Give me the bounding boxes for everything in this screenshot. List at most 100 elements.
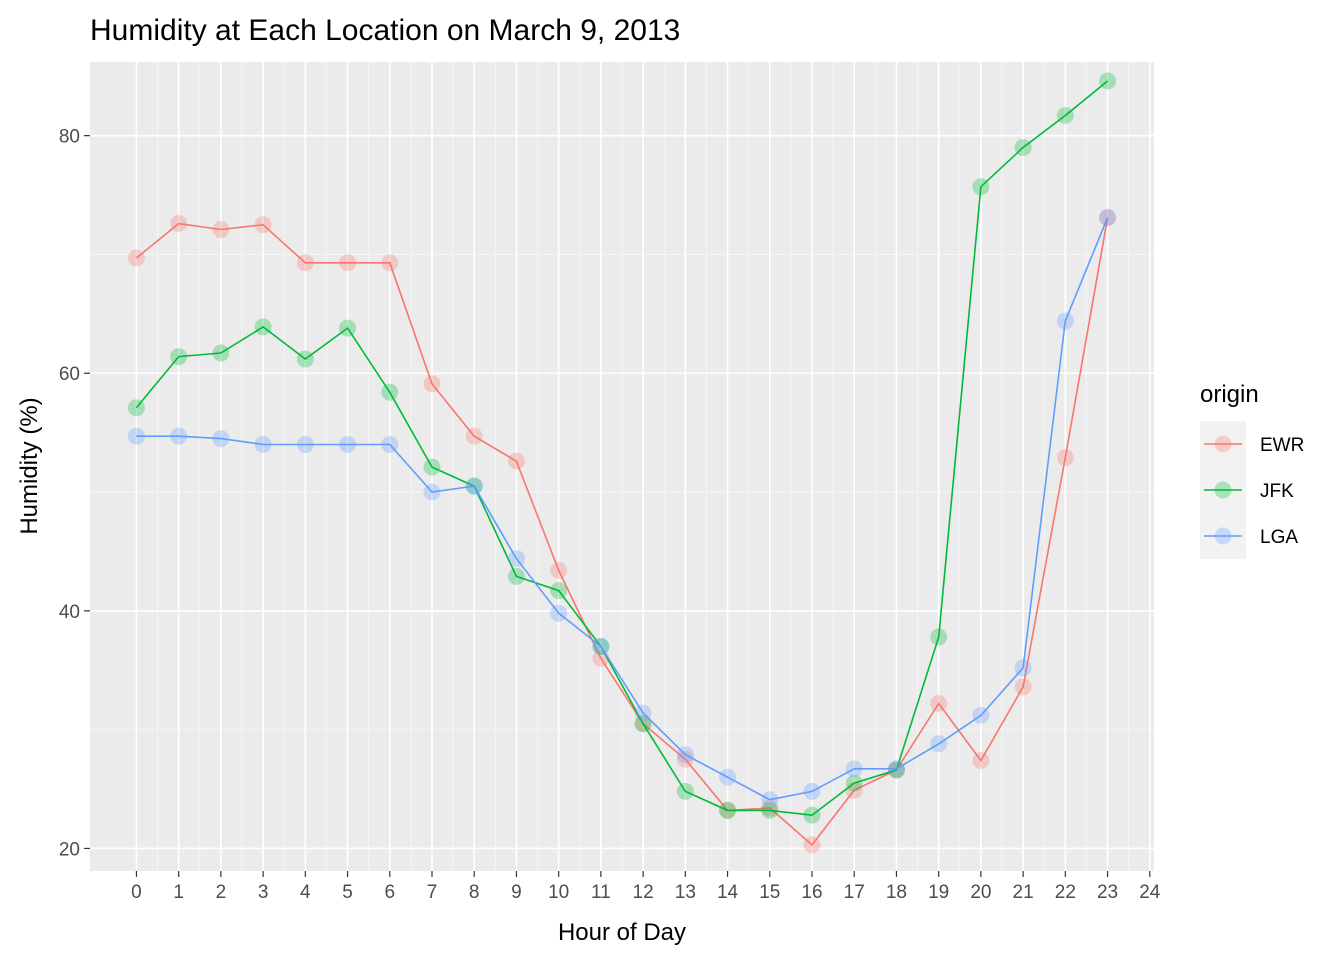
data-point-ewr	[1056, 449, 1074, 467]
data-point-jfk	[254, 318, 272, 336]
x-tick-label: 17	[844, 882, 865, 903]
data-point-ewr	[212, 221, 230, 239]
x-tick-label: 3	[258, 882, 269, 903]
legend-item-lga: LGA	[1200, 513, 1298, 559]
data-point-lga	[212, 430, 230, 448]
data-point-lga	[507, 550, 525, 568]
x-tick-label: 21	[1013, 882, 1034, 903]
x-tick-label: 16	[801, 882, 822, 903]
data-point-lga	[634, 704, 652, 722]
x-tick-label: 7	[427, 882, 438, 903]
data-point-ewr	[930, 694, 948, 712]
data-point-lga	[719, 768, 737, 786]
data-point-ewr	[972, 752, 990, 770]
data-point-lga	[127, 427, 145, 445]
data-point-lga	[761, 791, 779, 809]
x-tick-label: 11	[591, 882, 611, 903]
data-point-jfk	[634, 715, 652, 733]
data-point-lga	[972, 706, 990, 724]
data-point-lga	[930, 735, 948, 753]
series-line-lga	[136, 217, 1109, 801]
data-point-jfk	[972, 178, 990, 196]
x-tick-label: 14	[717, 882, 739, 903]
series-lga	[127, 209, 1117, 809]
x-axis: 0 1 2 3 4 5 6 7 8 9 10 11 12 13 14 15 16 17 18 19 20 21 22 23 24	[131, 871, 1161, 903]
data-point-lga	[845, 760, 863, 778]
data-point-ewr	[761, 799, 779, 817]
x-tick-label: 24	[1139, 882, 1161, 903]
legend: origin EWR JFK LGA	[1200, 381, 1304, 559]
series-line-ewr	[135, 217, 1109, 847]
data-point-ewr	[507, 452, 525, 470]
data-point-jfk	[550, 582, 568, 600]
major-gridlines	[90, 62, 1154, 871]
data-point-ewr	[423, 375, 441, 393]
legend-label: JFK	[1260, 481, 1294, 502]
minor-gridlines	[90, 62, 1154, 871]
data-point-jfk	[381, 383, 399, 401]
data-point-jfk	[423, 458, 441, 476]
data-point-lga	[381, 436, 399, 454]
x-tick-label: 0	[131, 882, 142, 903]
legend-key-point	[1214, 435, 1232, 453]
x-tick-label: 2	[216, 882, 227, 903]
x-tick-label: 6	[384, 882, 395, 903]
y-tick-label: 60	[59, 364, 80, 385]
data-point-jfk	[1014, 139, 1032, 157]
data-point-jfk	[761, 801, 779, 819]
data-point-jfk	[127, 399, 145, 417]
x-tick-label: 19	[928, 882, 949, 903]
x-tick-label: 23	[1097, 882, 1118, 903]
data-point-lga	[550, 604, 568, 622]
data-point-jfk	[676, 782, 694, 800]
x-tick-label: 22	[1055, 882, 1076, 903]
data-point-ewr	[296, 254, 314, 272]
x-tick-label: 10	[548, 882, 569, 903]
x-axis-title: Hour of Day	[558, 919, 686, 946]
data-point-jfk	[212, 344, 230, 362]
data-point-ewr	[381, 254, 399, 272]
series-line-jfk	[135, 80, 1109, 817]
data-point-ewr	[465, 427, 483, 445]
chart-title: Humidity at Each Location on March 9, 20…	[90, 14, 680, 47]
series-layer	[127, 72, 1117, 854]
y-tick-label: 40	[59, 602, 80, 623]
data-point-lga	[339, 436, 357, 454]
y-axis: 20 40 60 80	[59, 127, 90, 860]
data-point-lga	[423, 483, 441, 501]
data-point-jfk	[507, 567, 525, 585]
data-point-lga	[1099, 209, 1117, 227]
data-point-lga	[676, 746, 694, 764]
data-point-lga	[254, 436, 272, 454]
legend-label: LGA	[1260, 527, 1298, 548]
x-tick-label: 4	[300, 882, 311, 903]
data-point-lga	[887, 760, 905, 778]
data-point-ewr	[339, 254, 357, 272]
data-point-jfk	[170, 348, 188, 366]
data-point-jfk	[803, 806, 821, 824]
data-point-jfk	[930, 628, 948, 646]
legend-keys: EWR JFK LGA	[1200, 421, 1304, 559]
x-tick-label: 12	[633, 882, 654, 903]
data-point-lga	[1014, 659, 1032, 677]
data-point-ewr	[676, 750, 694, 768]
x-tick-label: 13	[675, 882, 696, 903]
data-point-ewr	[803, 836, 821, 854]
data-point-ewr	[170, 215, 188, 233]
data-point-lga	[803, 782, 821, 800]
y-axis-title: Humidity (%)	[16, 397, 43, 534]
data-point-lga	[592, 637, 610, 655]
y-tick-label: 20	[59, 839, 80, 860]
data-point-jfk	[1056, 106, 1074, 124]
x-tick-label: 18	[886, 882, 907, 903]
legend-title: origin	[1200, 381, 1259, 408]
data-point-jfk	[339, 319, 357, 337]
legend-key-point	[1214, 481, 1232, 499]
y-tick-label: 80	[59, 127, 80, 148]
x-tick-label: 1	[173, 882, 184, 903]
data-point-jfk	[845, 774, 863, 792]
data-point-lga	[465, 477, 483, 495]
legend-key-point	[1214, 527, 1232, 545]
data-point-jfk	[1099, 72, 1117, 90]
